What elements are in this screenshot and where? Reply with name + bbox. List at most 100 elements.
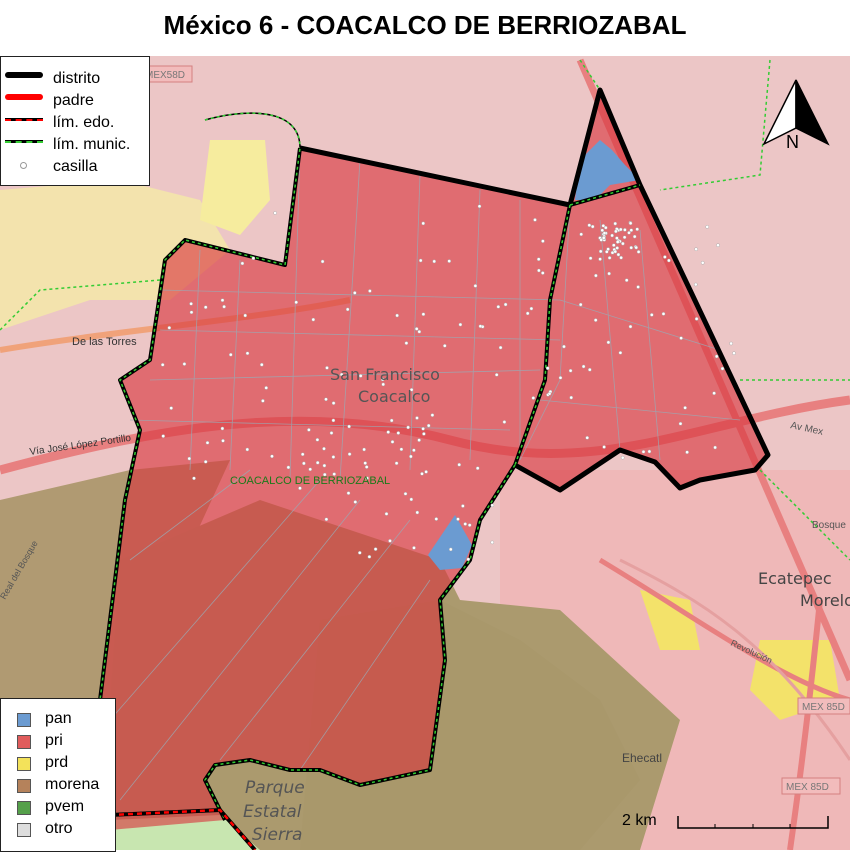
casilla-point	[547, 391, 552, 396]
casilla-point	[347, 424, 351, 429]
casilla-point	[331, 455, 336, 459]
north-label: N	[786, 132, 799, 152]
casilla-point	[415, 416, 419, 420]
casilla-point	[581, 364, 586, 369]
casilla-point	[558, 375, 563, 380]
casilla-point	[430, 413, 435, 417]
casilla-point	[220, 426, 225, 431]
casilla-point	[221, 438, 225, 443]
casilla-point	[635, 227, 640, 231]
casilla-point	[478, 324, 483, 329]
casilla-point	[694, 282, 698, 287]
casilla-point	[386, 430, 391, 434]
casilla-point	[568, 368, 573, 373]
casilla-point	[365, 476, 369, 481]
legend-pan: pan	[1, 709, 115, 731]
casilla-point	[705, 225, 710, 229]
casilla-point	[307, 428, 311, 432]
casilla-point	[628, 324, 633, 329]
casilla-point	[364, 465, 369, 469]
casilla-point	[389, 418, 394, 423]
casilla-point	[320, 259, 325, 264]
svg-text:MEX 85D: MEX 85D	[786, 782, 829, 793]
casilla-point	[619, 255, 623, 260]
basemap-yellow-area-2	[200, 140, 270, 235]
casilla-point	[245, 351, 250, 356]
scale-bar	[677, 816, 829, 829]
casilla-point	[607, 271, 611, 276]
casilla-point	[381, 382, 386, 387]
casilla-point	[409, 387, 414, 392]
casilla-point	[621, 241, 625, 246]
pri-swatch	[17, 735, 31, 749]
casilla-point	[245, 447, 250, 452]
district-map: De las Torres Vía José López Portillo Sa…	[0, 56, 850, 850]
casilla-point	[529, 306, 534, 311]
casilla-point	[187, 456, 192, 461]
casilla-point	[353, 500, 358, 504]
casilla-point	[192, 476, 196, 481]
casilla-point	[588, 256, 593, 261]
casilla-point	[562, 344, 566, 349]
casilla-point	[421, 312, 426, 317]
casilla-point	[414, 327, 419, 331]
casilla-point	[602, 445, 606, 449]
municipal-boundary-west	[0, 279, 161, 331]
casilla-point	[598, 249, 603, 254]
thick-black-line-icon	[5, 72, 43, 78]
casilla-point	[322, 472, 327, 477]
casilla-point	[390, 440, 395, 444]
casilla-point	[322, 446, 326, 451]
casilla-point	[541, 239, 545, 243]
casilla-point	[324, 397, 328, 402]
casilla-point	[189, 310, 194, 315]
casilla-point	[503, 302, 508, 307]
casilla-point	[368, 289, 372, 293]
casilla-point	[604, 225, 608, 230]
label-ehecatl: Ehecatl	[622, 751, 662, 765]
legend-otro: otro	[1, 819, 115, 841]
state-boundary-dash	[109, 808, 256, 850]
casilla-point	[650, 313, 654, 317]
road-vertical-east	[787, 599, 823, 850]
casilla-point	[616, 252, 621, 257]
casilla-point	[627, 230, 631, 235]
casilla-point	[406, 425, 410, 430]
casilla-point	[579, 232, 584, 237]
casilla-point	[634, 245, 639, 250]
casilla-point	[421, 426, 425, 431]
casilla-point	[537, 268, 541, 273]
casilla-point	[251, 256, 256, 261]
casilla-point	[605, 249, 609, 254]
casilla-point	[339, 372, 344, 377]
casilla-point	[533, 218, 537, 222]
casilla-point	[286, 465, 291, 470]
label-morelos: Morelos	[800, 591, 850, 610]
casilla-points	[160, 204, 736, 562]
casilla-point	[667, 258, 671, 263]
casilla-point	[426, 423, 431, 428]
casilla-point	[228, 352, 233, 357]
casilla-point	[663, 255, 667, 259]
casilla-point	[363, 461, 368, 465]
casilla-point	[610, 233, 614, 238]
casilla-point	[720, 366, 725, 371]
casilla-point	[315, 437, 320, 442]
casilla-point	[357, 551, 362, 555]
casilla-point	[220, 298, 225, 303]
casilla-point	[606, 340, 611, 345]
casilla-point	[432, 259, 437, 264]
casilla-point	[477, 204, 482, 209]
casilla-point	[612, 243, 616, 247]
casilla-point	[205, 440, 210, 445]
casilla-point	[273, 211, 277, 215]
pan-swatch	[17, 713, 31, 727]
casilla-point	[593, 318, 598, 322]
morena-swatch	[17, 779, 31, 793]
casilla-point	[615, 236, 619, 240]
casilla-point	[294, 300, 299, 305]
casilla-point	[536, 257, 541, 262]
casilla-point	[270, 454, 274, 459]
casilla-point	[600, 228, 605, 233]
casilla-point	[496, 304, 501, 309]
